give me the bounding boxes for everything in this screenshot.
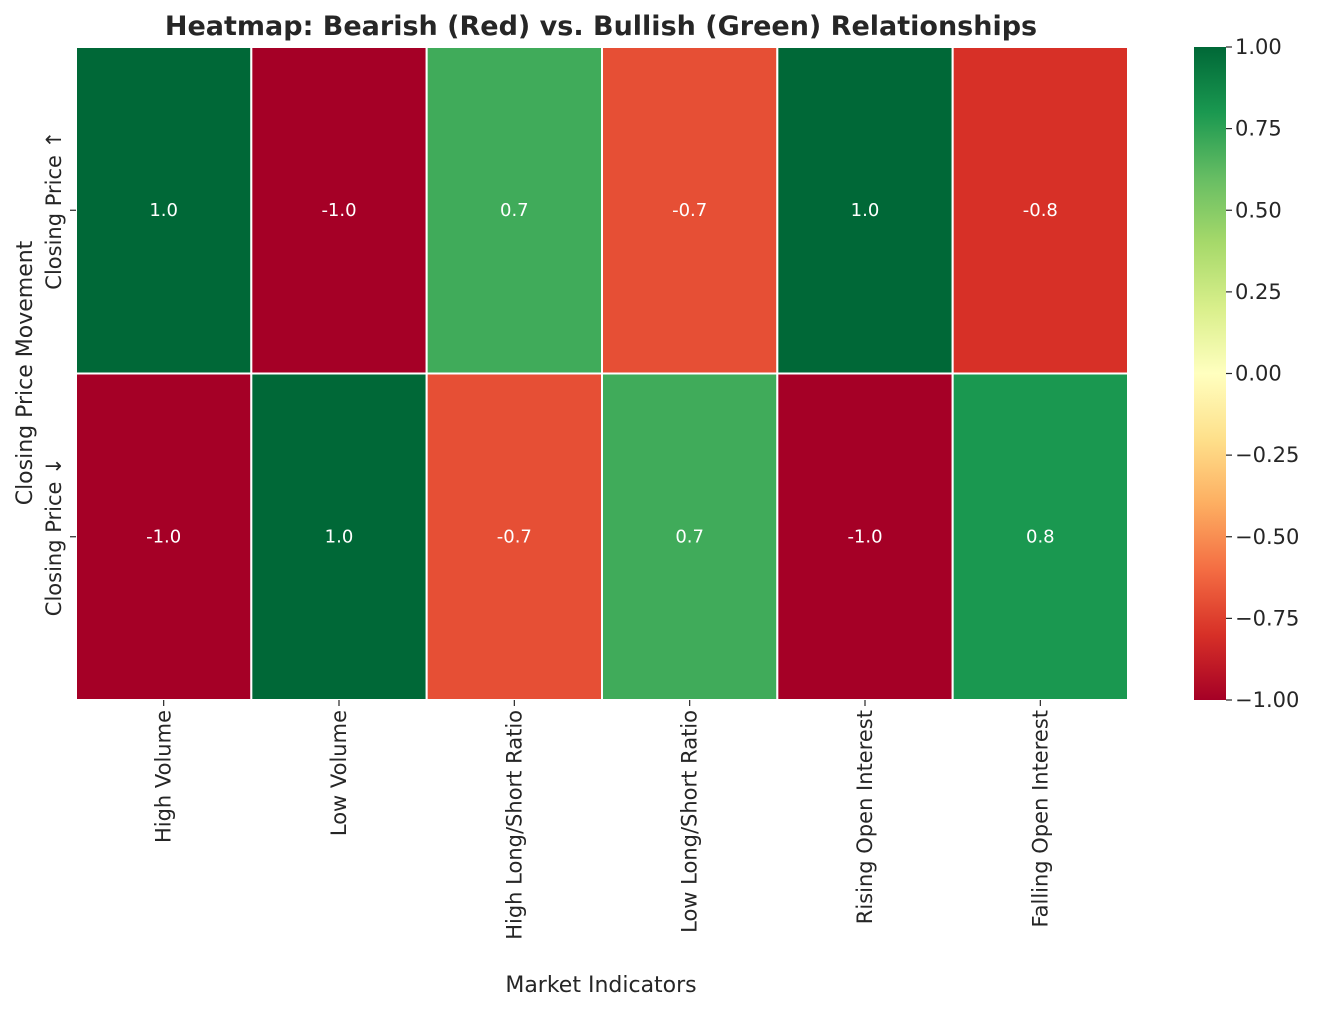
x-tick-label-rising-open-interest: Rising Open Interest xyxy=(853,710,877,924)
cell-value-label-r0-c0: 1.0 xyxy=(149,200,178,221)
y-axis-label: Closing Price Movement xyxy=(13,240,38,505)
cell-value-label-r0-c4: 1.0 xyxy=(851,200,880,221)
colorbar-tick-label-2: 0.50 xyxy=(1235,198,1282,222)
heatmap-cell-r0-c4 xyxy=(776,46,954,375)
colorbar-tick-label-8: −1.00 xyxy=(1235,688,1299,712)
colorbar-tick-label-0: 1.00 xyxy=(1235,35,1282,59)
heatmap-cell-r0-c0 xyxy=(75,46,253,375)
x-axis-ticks: High Volume Low Volume High Long/Short Rat… xyxy=(152,700,1052,940)
colorbar-tick-label-3: 0.25 xyxy=(1235,280,1282,304)
cell-value-label-r0-c5: -0.8 xyxy=(1023,200,1058,221)
colorbar-tick-label-1: 0.75 xyxy=(1235,117,1282,141)
x-tick-label-high-long-short-ratio: High Long/Short Ratio xyxy=(502,710,526,940)
heatmap-cell-r1-c1 xyxy=(250,372,428,701)
x-tick-label-low-long-short-ratio: Low Long/Short Ratio xyxy=(678,710,702,933)
y-tick-label-1: Closing Price ↓ xyxy=(42,457,66,616)
cell-value-label-r1-c4: -1.0 xyxy=(847,526,882,547)
x-tick-label-high-volume: High Volume xyxy=(152,710,176,843)
x-tick-label-falling-open-interest: Falling Open Interest xyxy=(1028,710,1052,928)
y-tick-label-0: Closing Price ↑ xyxy=(42,131,66,290)
cell-value-label-r1-c0: -1.0 xyxy=(146,526,181,547)
cell-value-label-r1-c2: -0.7 xyxy=(497,526,532,547)
colorbar: 1.00 0.75 0.50 0.25 0.00 −0.25 −0.50 −0.75 −1.00 xyxy=(1194,35,1299,712)
x-axis-label: Market Indicators xyxy=(505,973,696,998)
colorbar-tick-label-5: −0.25 xyxy=(1235,443,1299,467)
y-axis-ticks: Closing Price ↑ Closing Price ↓ xyxy=(42,131,76,616)
cell-value-label-r1-c3: 0.7 xyxy=(675,526,704,547)
heatmap-cell-r1-c5 xyxy=(951,372,1130,701)
heatmap-cell-r1-c3 xyxy=(601,372,779,701)
colorbar-bar xyxy=(1194,47,1226,700)
colorbar-tick-label-7: −0.75 xyxy=(1235,606,1299,630)
heatmap-cell-r0-c5 xyxy=(951,46,1130,375)
heatmap-cells: 1.0 -1.0 0.7 -0.7 1.0 -0.8 -1.0 1.0 -0.7 0.7 -1.0 0… xyxy=(75,46,1130,701)
chart-title: Heatmap: Bearish (Red) vs. Bullish (Gree… xyxy=(165,11,1037,42)
cell-value-label-r1-c5: 0.8 xyxy=(1026,526,1055,547)
colorbar-tick-label-4: 0.00 xyxy=(1235,362,1282,386)
x-tick-label-low-volume: Low Volume xyxy=(327,710,351,836)
cell-value-label-r0-c2: 0.7 xyxy=(500,200,529,221)
heatmap-cell-r0-c1 xyxy=(250,46,428,375)
heatmap-cell-r0-c3 xyxy=(601,46,779,375)
cell-value-label-r0-c3: -0.7 xyxy=(672,200,707,221)
cell-value-label-r1-c1: 1.0 xyxy=(325,526,354,547)
heatmap-cell-r0-c2 xyxy=(425,46,603,375)
cell-value-label-r0-c1: -1.0 xyxy=(321,200,356,221)
colorbar-tick-label-6: −0.50 xyxy=(1235,525,1299,549)
